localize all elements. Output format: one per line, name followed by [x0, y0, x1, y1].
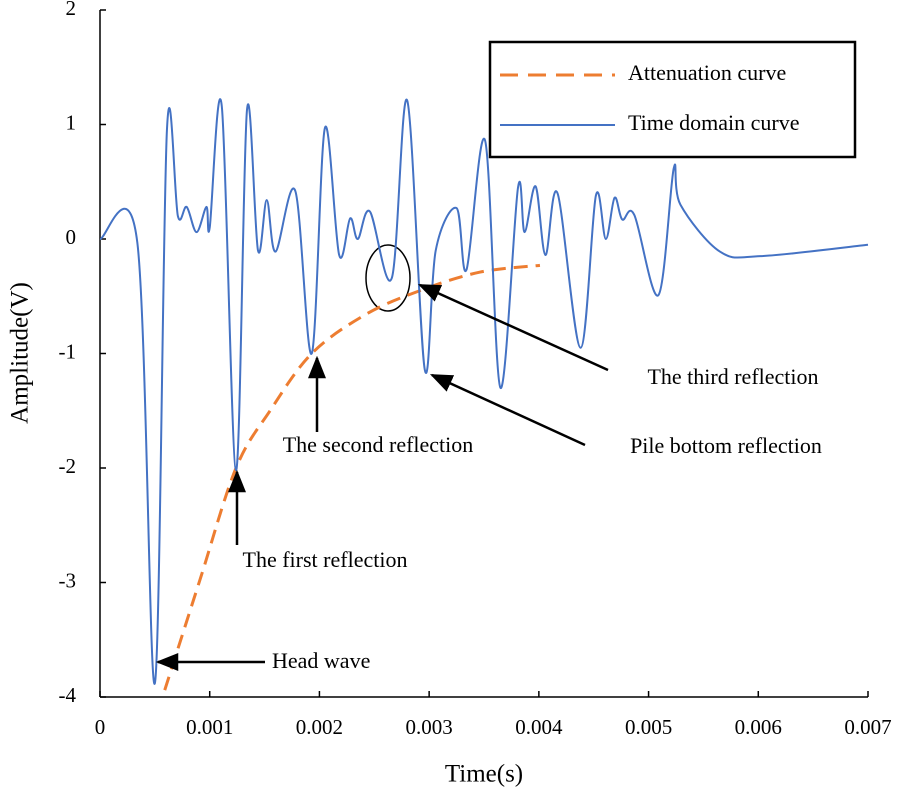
x-axis-title: Time(s) — [445, 761, 523, 788]
data-line — [163, 263, 541, 691]
y-tick-label: 0 — [66, 225, 77, 249]
annotation: Pile bottom reflection — [630, 433, 822, 458]
legend-label: Attenuation curve — [628, 60, 786, 85]
y-tick-label: -2 — [59, 454, 77, 478]
x-tick-label: 0.007 — [844, 715, 891, 739]
y-tick-label: -4 — [59, 683, 77, 707]
annotation: The third reflection — [647, 364, 818, 389]
legend-box — [488, 40, 857, 159]
annotation-arrow — [429, 373, 586, 447]
x-tick-label: 0.003 — [406, 715, 453, 739]
x-tick-label: 0.002 — [296, 715, 343, 739]
y-tick-label: 2 — [66, 0, 77, 20]
y-tick-label: 1 — [66, 110, 77, 134]
x-tick-label: 0.004 — [515, 715, 563, 739]
x-tick-label: 0.005 — [625, 715, 672, 739]
x-tick-label: 0.001 — [186, 715, 233, 739]
legend-label: Time domain curve — [628, 110, 800, 135]
y-tick-label: -1 — [59, 339, 77, 363]
y-tick-label: -3 — [59, 568, 77, 592]
annotation: Head wave — [272, 648, 370, 673]
annotation-arrow — [417, 283, 609, 372]
annotation: The second reflection — [283, 432, 474, 457]
highlight-ellipse — [365, 244, 411, 312]
x-tick-label: 0.006 — [735, 715, 782, 739]
data-line — [99, 98, 869, 685]
x-tick-label: 0 — [95, 715, 106, 739]
y-axis-title: Amplitude(V) — [7, 282, 34, 424]
annotation: The first reflection — [243, 547, 408, 572]
